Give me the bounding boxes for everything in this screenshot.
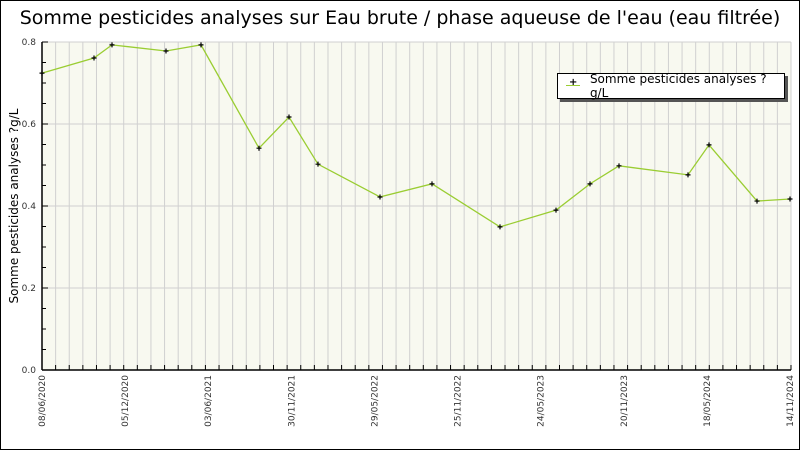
data-point-marker xyxy=(198,42,204,48)
data-point-marker xyxy=(256,145,262,151)
y-tick-label: 0.0 xyxy=(22,366,37,376)
data-point-marker xyxy=(429,181,435,187)
legend-line-marker-icon xyxy=(566,77,580,91)
x-tick-label: 30/11/2021 xyxy=(287,375,297,427)
data-point-marker xyxy=(377,194,383,200)
data-point-marker xyxy=(616,163,622,169)
data-point-marker xyxy=(587,181,593,187)
y-tick-label: 0.6 xyxy=(22,120,37,130)
data-point-marker xyxy=(109,42,115,48)
x-tick-label: 24/05/2023 xyxy=(537,375,547,427)
x-tick-label: 08/06/2020 xyxy=(38,375,48,427)
x-tick-label: 25/11/2022 xyxy=(454,375,464,427)
legend-label: Somme pesticides analyses ?g/L xyxy=(589,72,767,100)
data-point-marker xyxy=(315,161,321,167)
data-point-marker xyxy=(787,196,793,202)
x-tick-label: 03/06/2021 xyxy=(204,375,214,427)
y-axis-label: Somme pesticides analyses ?g/L xyxy=(7,108,21,303)
data-point-marker xyxy=(286,114,292,120)
data-point-marker xyxy=(39,70,45,76)
data-point-marker xyxy=(685,172,691,178)
data-line xyxy=(41,44,791,228)
legend: Somme pesticides analyses ?g/L xyxy=(557,72,785,100)
y-tick-label: 0.8 xyxy=(22,38,37,48)
x-tick-label: 18/05/2024 xyxy=(703,375,713,427)
data-point-marker xyxy=(497,224,503,230)
x-tick-label: 14/11/2024 xyxy=(786,375,796,427)
data-point-marker xyxy=(553,207,559,213)
x-tick-label: 29/05/2022 xyxy=(370,375,380,427)
y-tick-label: 0.2 xyxy=(22,284,36,294)
data-point-marker xyxy=(754,198,760,204)
x-tick-label: 05/12/2020 xyxy=(121,375,131,427)
data-point-marker xyxy=(706,142,712,148)
chart-title: Somme pesticides analyses sur Eau brute … xyxy=(19,7,781,29)
data-point-marker xyxy=(163,48,169,54)
y-tick-label: 0.4 xyxy=(22,202,37,212)
data-point-marker xyxy=(91,55,97,61)
x-tick-label: 20/11/2023 xyxy=(620,375,630,427)
